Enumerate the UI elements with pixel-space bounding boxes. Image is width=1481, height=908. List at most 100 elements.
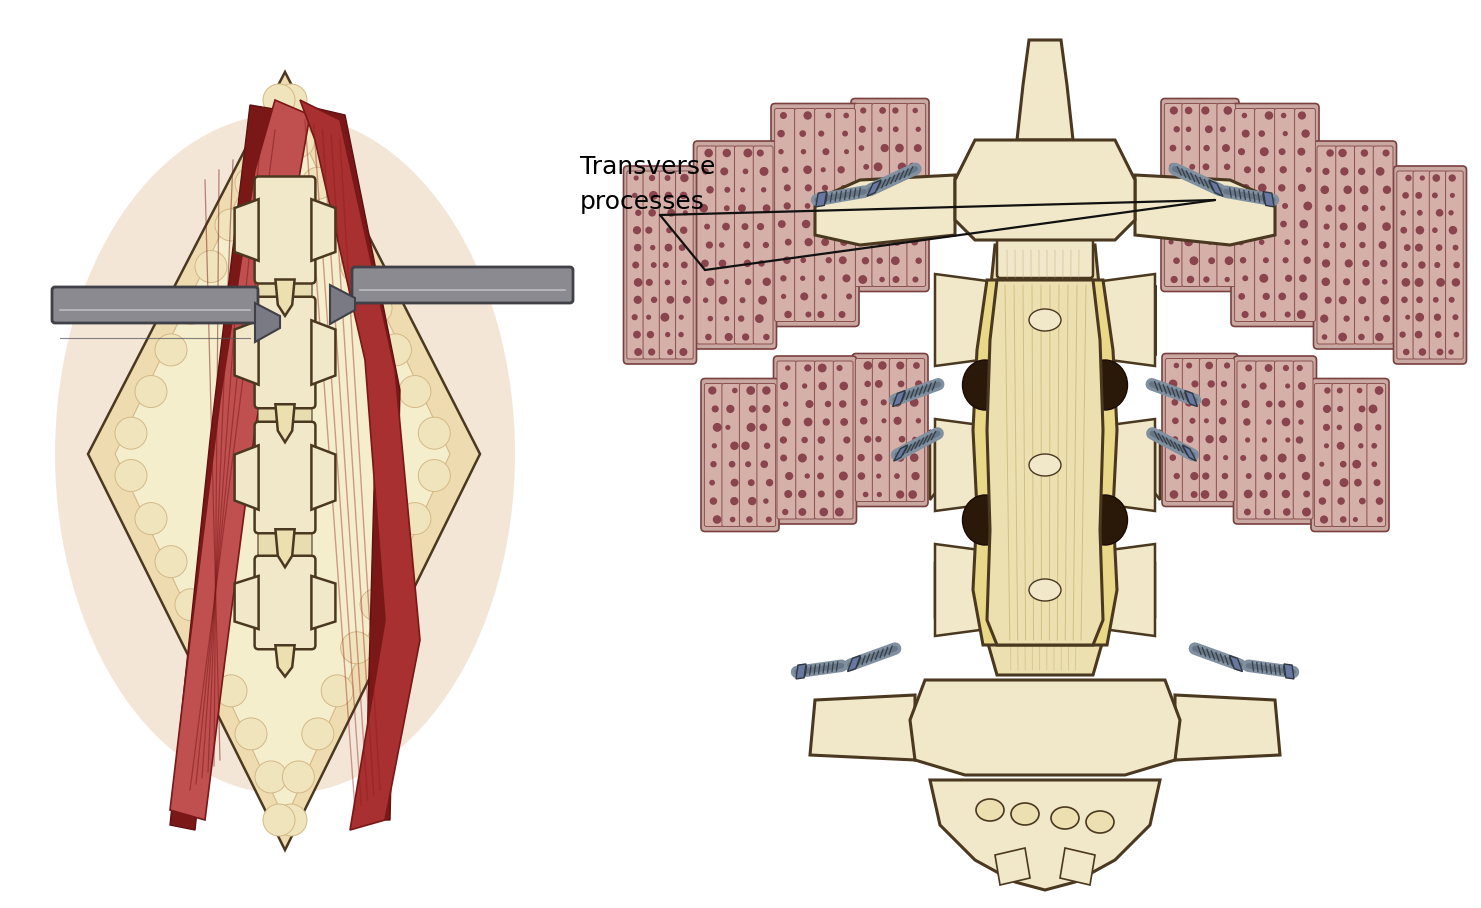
Circle shape <box>1220 380 1228 387</box>
FancyBboxPatch shape <box>693 141 776 349</box>
FancyBboxPatch shape <box>872 104 890 287</box>
Circle shape <box>705 149 712 157</box>
Circle shape <box>646 227 652 233</box>
Circle shape <box>1246 438 1250 442</box>
Circle shape <box>1434 262 1441 268</box>
Circle shape <box>649 175 655 181</box>
Circle shape <box>1358 168 1365 175</box>
FancyBboxPatch shape <box>1256 361 1275 519</box>
Circle shape <box>1416 297 1423 303</box>
Circle shape <box>418 417 450 449</box>
FancyBboxPatch shape <box>906 359 924 501</box>
Circle shape <box>1404 244 1410 251</box>
Circle shape <box>1358 406 1365 412</box>
Circle shape <box>804 364 812 371</box>
Circle shape <box>712 443 717 449</box>
Circle shape <box>895 143 903 153</box>
FancyBboxPatch shape <box>624 166 696 364</box>
Circle shape <box>1191 380 1198 388</box>
Circle shape <box>1401 262 1408 268</box>
Circle shape <box>915 258 921 264</box>
Circle shape <box>1303 257 1311 264</box>
Polygon shape <box>986 280 1103 645</box>
FancyBboxPatch shape <box>1413 171 1431 359</box>
Circle shape <box>1286 275 1293 281</box>
Circle shape <box>1225 277 1229 282</box>
Circle shape <box>1259 202 1265 209</box>
Circle shape <box>1259 130 1265 137</box>
Circle shape <box>863 164 869 170</box>
Circle shape <box>665 175 671 181</box>
Circle shape <box>1191 472 1198 480</box>
Circle shape <box>706 278 714 286</box>
FancyBboxPatch shape <box>705 383 723 527</box>
Circle shape <box>1260 147 1269 156</box>
Circle shape <box>764 442 770 449</box>
Polygon shape <box>1152 555 1155 625</box>
Polygon shape <box>893 390 905 407</box>
Circle shape <box>1357 388 1363 393</box>
Circle shape <box>1358 334 1364 340</box>
Circle shape <box>880 183 884 189</box>
Circle shape <box>1420 175 1425 181</box>
Circle shape <box>758 296 767 304</box>
Circle shape <box>915 380 923 388</box>
Circle shape <box>915 183 921 189</box>
Circle shape <box>1206 125 1213 133</box>
FancyBboxPatch shape <box>721 383 740 527</box>
Circle shape <box>255 125 287 158</box>
Circle shape <box>1323 260 1330 268</box>
Circle shape <box>755 314 764 323</box>
Circle shape <box>1368 404 1377 413</box>
Circle shape <box>1283 131 1288 136</box>
FancyBboxPatch shape <box>659 171 677 359</box>
Circle shape <box>1223 163 1231 170</box>
Circle shape <box>1244 508 1251 516</box>
Circle shape <box>893 126 899 133</box>
Circle shape <box>763 386 770 395</box>
Circle shape <box>1299 274 1306 282</box>
Circle shape <box>1337 442 1345 449</box>
Polygon shape <box>995 848 1029 885</box>
Circle shape <box>749 405 755 412</box>
Circle shape <box>1324 443 1328 449</box>
Circle shape <box>837 202 846 210</box>
Circle shape <box>1337 425 1342 430</box>
Circle shape <box>631 314 638 321</box>
Polygon shape <box>234 576 259 629</box>
Circle shape <box>1371 461 1377 467</box>
Circle shape <box>683 211 687 215</box>
Circle shape <box>1186 200 1195 209</box>
FancyBboxPatch shape <box>772 104 859 327</box>
Polygon shape <box>234 199 259 261</box>
Circle shape <box>1203 163 1210 171</box>
Circle shape <box>1263 257 1269 263</box>
Circle shape <box>1361 205 1368 212</box>
Circle shape <box>1243 184 1250 192</box>
Circle shape <box>678 314 684 320</box>
Polygon shape <box>1208 180 1223 196</box>
Circle shape <box>275 84 307 116</box>
Circle shape <box>800 257 806 263</box>
Circle shape <box>912 108 918 114</box>
Circle shape <box>723 222 730 231</box>
Polygon shape <box>935 419 995 511</box>
Circle shape <box>893 276 899 283</box>
Circle shape <box>1337 498 1345 505</box>
FancyBboxPatch shape <box>872 359 890 501</box>
Circle shape <box>818 131 825 136</box>
Circle shape <box>235 718 267 750</box>
Circle shape <box>785 365 791 370</box>
Circle shape <box>680 226 687 234</box>
Circle shape <box>804 418 813 427</box>
Polygon shape <box>810 695 915 760</box>
Circle shape <box>779 149 783 154</box>
Circle shape <box>896 490 905 498</box>
Circle shape <box>1263 508 1271 516</box>
Circle shape <box>856 182 865 190</box>
Circle shape <box>738 315 745 321</box>
Circle shape <box>785 472 794 480</box>
Circle shape <box>895 473 900 479</box>
Circle shape <box>748 479 755 486</box>
Circle shape <box>1257 183 1266 192</box>
